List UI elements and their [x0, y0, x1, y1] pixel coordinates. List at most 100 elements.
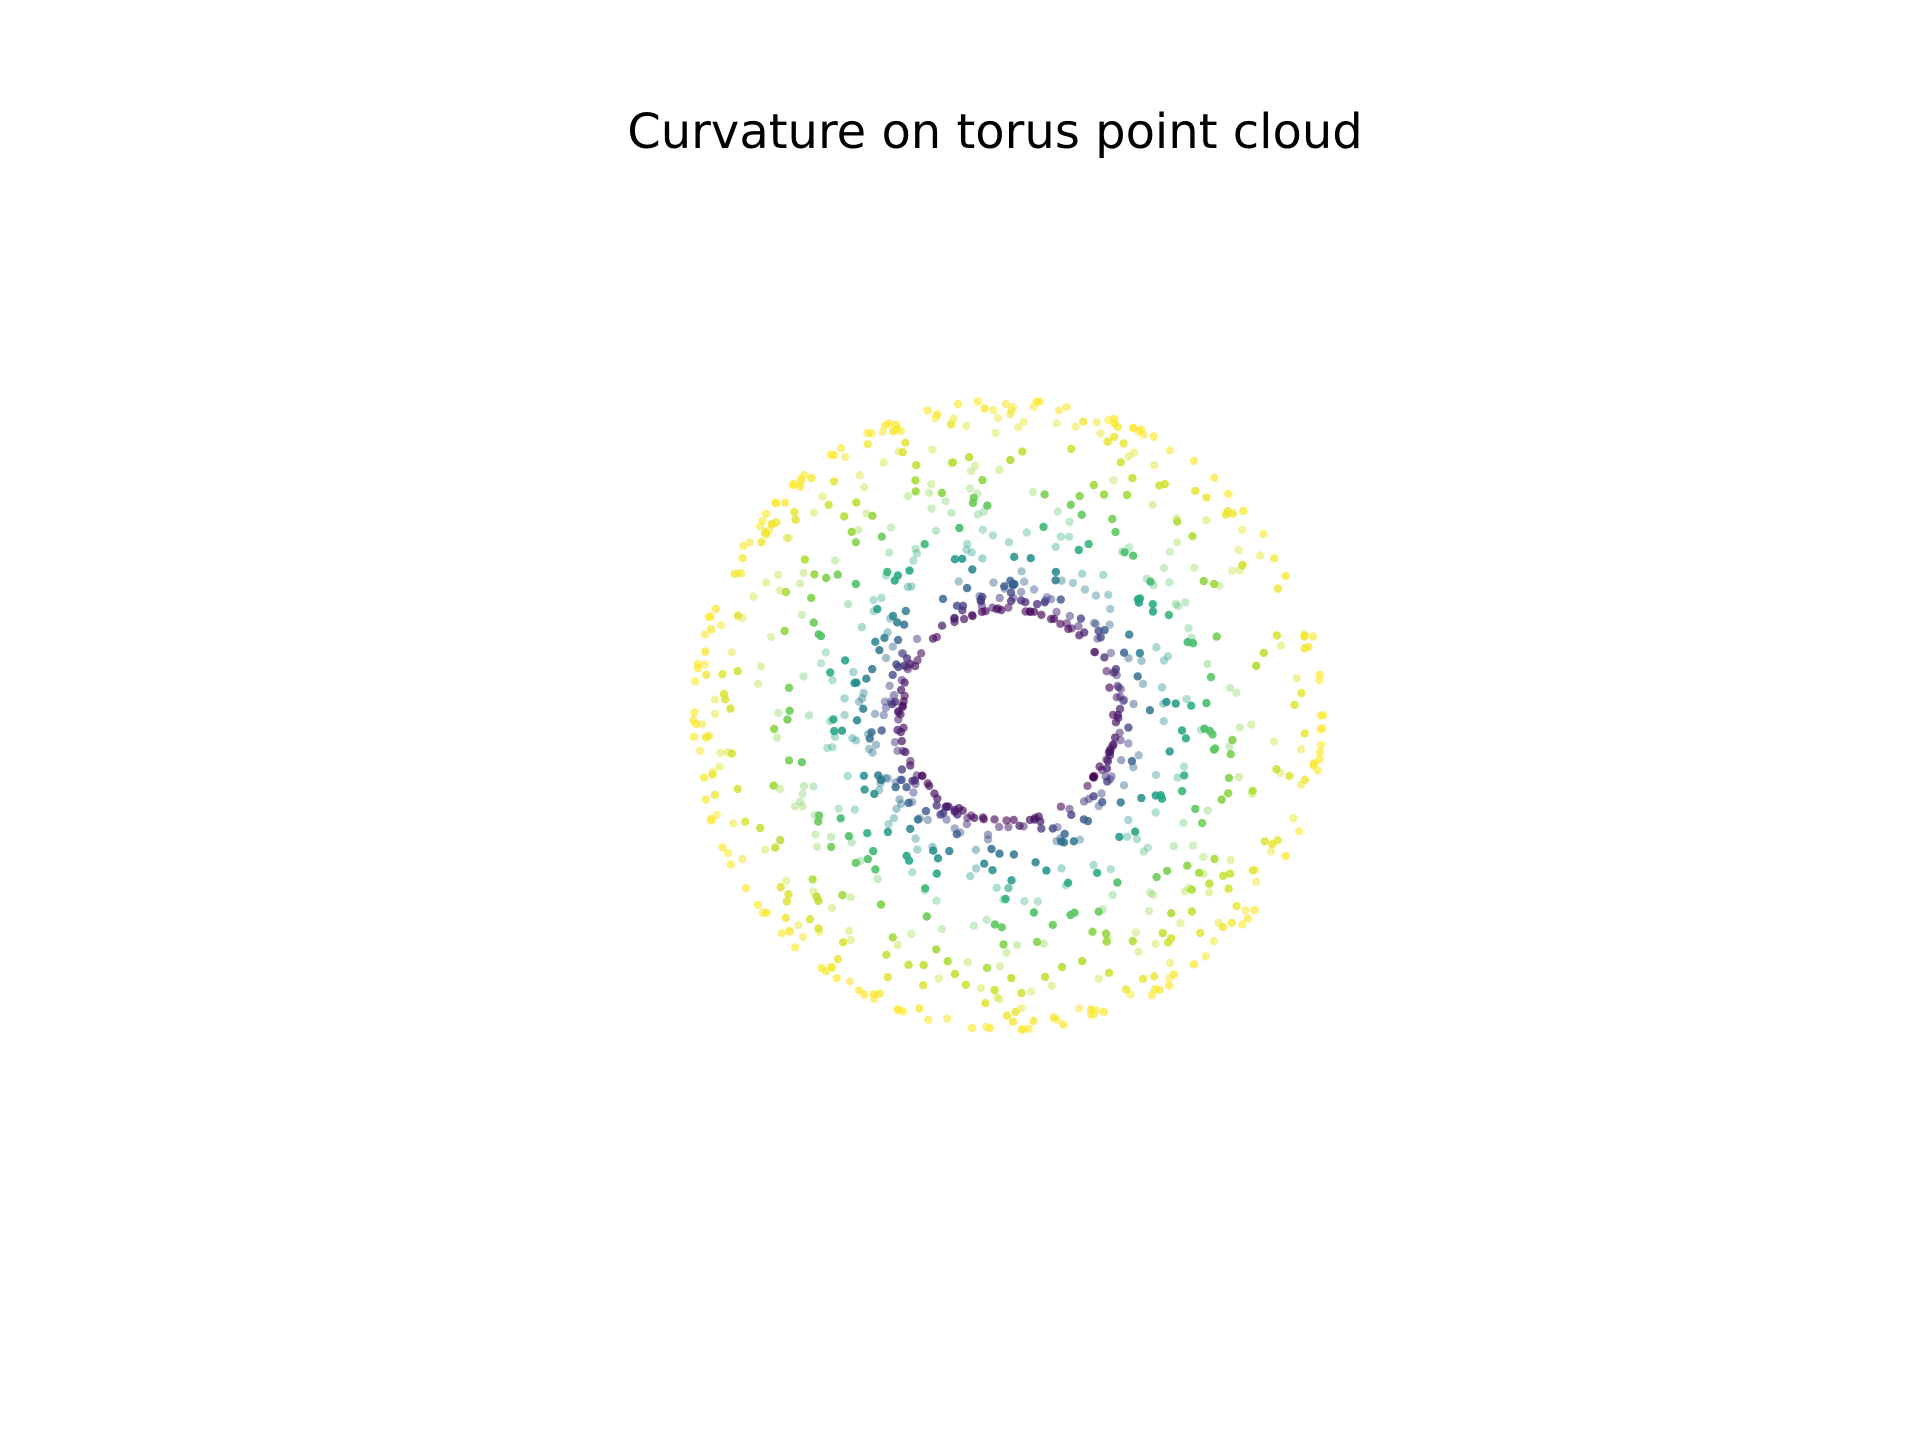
- scatter-point: [931, 526, 941, 536]
- scatter-point: [798, 932, 808, 942]
- scatter-point: [902, 654, 912, 663]
- scatter-point: [776, 835, 785, 845]
- scatter-point: [915, 1004, 924, 1013]
- scatter-point: [1202, 516, 1211, 525]
- scatter-point: [1270, 737, 1279, 746]
- scatter-point: [1083, 816, 1093, 826]
- scatter-point: [1201, 952, 1210, 961]
- scatter-point: [1095, 762, 1104, 771]
- scatter-point: [1131, 827, 1140, 836]
- scatter-point: [727, 749, 736, 758]
- scatter-point: [950, 555, 960, 564]
- scatter-point: [814, 811, 824, 820]
- scatter-point: [784, 890, 793, 899]
- scatter-point: [1004, 883, 1013, 893]
- scatter-point: [1019, 417, 1029, 426]
- scatter-point: [733, 611, 743, 620]
- scatter-point: [1228, 566, 1237, 576]
- scatter-point: [1059, 1020, 1068, 1029]
- scatter-point: [1203, 806, 1213, 815]
- scatter-point: [1166, 958, 1175, 968]
- scatter-point: [953, 399, 963, 409]
- scatter-point: [830, 726, 839, 736]
- scatter-point: [1018, 447, 1027, 456]
- scatter-point: [962, 421, 971, 431]
- scatter-point: [843, 771, 852, 781]
- scatter-point: [833, 570, 842, 579]
- scatter-point: [715, 762, 724, 771]
- scatter-point: [720, 695, 730, 704]
- scatter-point: [897, 799, 906, 808]
- scatter-point: [1057, 962, 1067, 972]
- scatter-point: [952, 601, 962, 610]
- scatter-point: [841, 656, 850, 665]
- scatter-point: [1011, 1007, 1020, 1017]
- scatter-point: [1173, 517, 1182, 526]
- scatter-point: [1209, 936, 1218, 946]
- scatter-point: [990, 985, 999, 995]
- scatter-point: [1300, 775, 1310, 784]
- scatter-point: [893, 1005, 902, 1014]
- scatter-point: [798, 802, 807, 811]
- scatter-point: [1224, 773, 1234, 783]
- scatter-point: [906, 824, 915, 834]
- scatter-point: [1080, 628, 1089, 637]
- scatter-point: [1112, 693, 1122, 702]
- scatter-point: [1173, 773, 1182, 782]
- scatter-point: [990, 920, 1000, 929]
- scatter-point: [1296, 745, 1306, 754]
- scatter-point: [937, 488, 947, 498]
- scatter-point: [893, 618, 902, 627]
- scatter-point: [782, 876, 791, 885]
- scatter-point: [859, 771, 869, 780]
- scatter-point: [875, 646, 884, 655]
- scatter-point: [874, 771, 883, 780]
- scatter-point: [1088, 772, 1098, 781]
- scatter-point: [1047, 981, 1056, 990]
- scatter-point: [1300, 632, 1309, 641]
- scatter-point: [796, 482, 805, 491]
- scatter-point: [923, 815, 933, 825]
- scatter-point: [1115, 832, 1124, 842]
- scatter-point: [1252, 661, 1261, 671]
- scatter-point: [1101, 929, 1111, 938]
- scatter-point: [881, 703, 891, 712]
- scatter-point: [1145, 706, 1155, 715]
- scatter-point: [1037, 610, 1046, 620]
- scatter-point: [700, 660, 709, 669]
- scatter-point: [903, 582, 913, 592]
- scatter-point: [883, 774, 892, 783]
- scatter-point: [889, 813, 899, 823]
- scatter-point: [1017, 567, 1026, 576]
- scatter-point: [888, 699, 897, 709]
- scatter-point: [1028, 488, 1038, 497]
- scatter-point: [1171, 699, 1180, 708]
- scatter-point: [829, 477, 839, 486]
- scatter-point: [968, 611, 977, 621]
- scatter-point: [812, 842, 822, 851]
- scatter-point: [863, 440, 872, 449]
- scatter-point: [1272, 631, 1282, 640]
- scatter-point: [1124, 452, 1133, 461]
- scatter-point: [901, 438, 910, 447]
- scatter-point: [1179, 762, 1189, 771]
- scatter-point: [1074, 622, 1083, 631]
- scatter-point: [1074, 1004, 1084, 1013]
- scatter-point: [1133, 672, 1142, 681]
- scatter-point: [983, 835, 993, 844]
- scatter-point: [1300, 729, 1310, 738]
- scatter-point: [716, 748, 725, 758]
- scatter-point: [911, 476, 920, 485]
- scatter-point: [1102, 667, 1111, 676]
- scatter-point: [1106, 604, 1115, 614]
- scatter-point: [1000, 582, 1009, 591]
- scatter-point: [889, 427, 898, 436]
- scatter-point: [1109, 740, 1118, 749]
- scatter-point: [962, 583, 972, 593]
- scatter-point: [985, 1023, 994, 1033]
- scatter-point: [1191, 804, 1200, 814]
- scatter-point: [739, 541, 748, 551]
- scatter-point: [1128, 473, 1137, 483]
- scatter-point: [908, 868, 917, 877]
- scatter-point: [1127, 756, 1137, 766]
